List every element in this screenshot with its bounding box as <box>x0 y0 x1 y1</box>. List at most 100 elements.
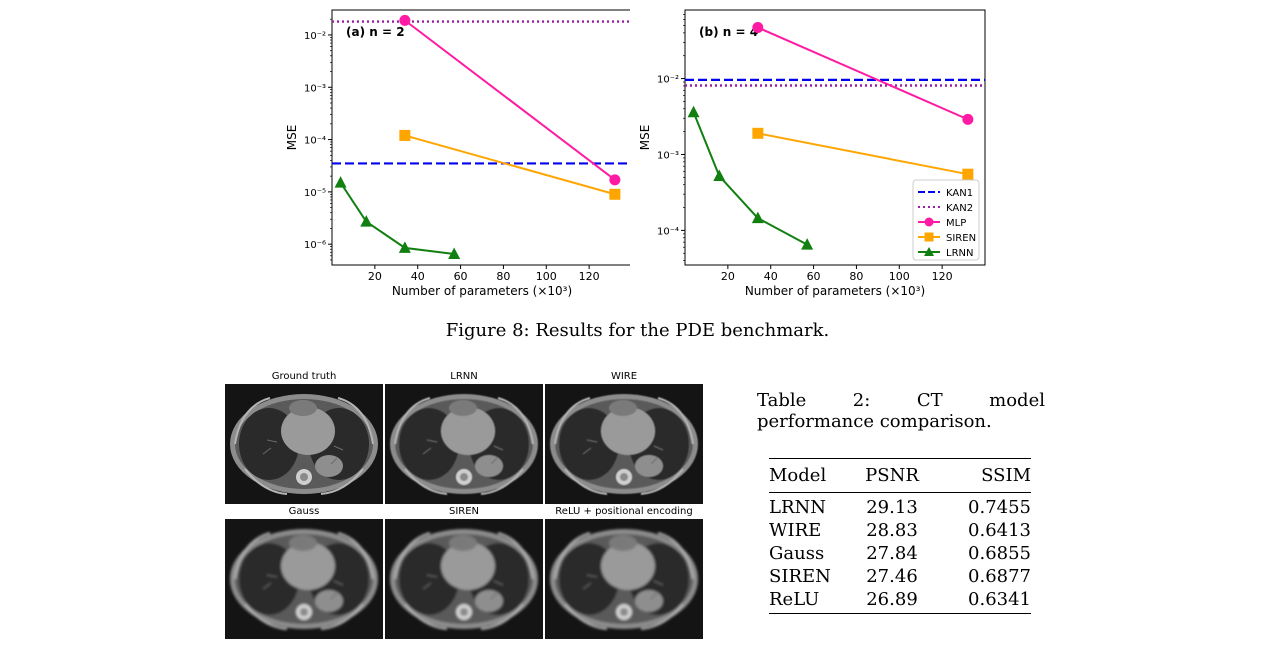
x-tick-label: 100 <box>889 270 910 283</box>
ct-panel-title: ReLU + positional encoding <box>555 506 693 517</box>
ct-scan-image <box>225 384 383 504</box>
x-tick-label: 60 <box>454 270 468 283</box>
data-point-lrnn <box>751 211 764 224</box>
y-tick-label: 10⁻² <box>304 31 326 42</box>
legend-label: MLP <box>946 218 966 229</box>
ct-scan-image <box>545 519 703 639</box>
panel-label: (a) n = 2 <box>346 25 405 39</box>
model-cell: SIREN <box>769 566 831 587</box>
x-tick-label: 120 <box>579 270 600 283</box>
ct-scan-image <box>545 384 703 504</box>
x-tick-label: 40 <box>411 270 425 283</box>
table-row: ReLU 26.89 0.6341 <box>769 588 1031 614</box>
y-tick-label: 10⁻³ <box>304 83 326 94</box>
results-table: Model PSNR SSIM LRNN 29.13 0.7455 WIRE 28.83… <box>769 458 1031 614</box>
data-point-siren <box>752 127 764 139</box>
series-line-mlp <box>404 19 616 181</box>
ct-panel-title: Gauss <box>288 506 320 517</box>
ct-panel-title: LRNN <box>450 371 478 382</box>
x-tick-label: 80 <box>849 270 863 283</box>
model-cell: WIRE <box>769 520 822 541</box>
plot-frame <box>331 9 630 266</box>
x-tick-label: 20 <box>721 270 735 283</box>
x-tick-label: 40 <box>764 270 778 283</box>
ct-scan-image <box>385 519 543 639</box>
psnr-cell: 28.83 <box>866 520 918 541</box>
ct-panel-title: WIRE <box>610 371 638 382</box>
x-tick-label: 80 <box>496 270 510 283</box>
series-line-lrnn <box>692 111 808 246</box>
x-axis-label: Number of parameters (×10³) <box>392 284 572 298</box>
ct-panel: Gauss <box>225 505 383 639</box>
ct-scan-image <box>385 384 543 504</box>
legend-marker <box>924 247 934 256</box>
ct-panel: ReLU + positional encoding <box>545 505 703 639</box>
y-axis-label: MSE <box>638 125 652 151</box>
ct-panel-title: SIREN <box>448 506 480 517</box>
ssim-cell: 0.7455 <box>968 497 1031 518</box>
panel-label: (b) n = 4 <box>699 25 758 39</box>
data-point-lrnn <box>334 176 347 188</box>
psnr-cell: 26.89 <box>847 588 937 614</box>
psnr-cell: 27.46 <box>866 566 918 587</box>
legend-label: KAN2 <box>946 203 973 214</box>
psnr-cell: 29.13 <box>866 497 918 518</box>
x-tick-label: 100 <box>536 270 557 283</box>
x-tick-label: 20 <box>368 270 382 283</box>
data-point-lrnn <box>398 241 411 253</box>
data-point-siren <box>399 129 411 141</box>
series-line-mlp <box>757 26 969 121</box>
table-header-row: Model PSNR SSIM <box>769 458 1031 493</box>
y-tick-label: 10⁻³ <box>657 150 679 161</box>
model-cell: ReLU <box>769 588 847 614</box>
y-axis-label: MSE <box>285 125 299 151</box>
ct-scan-image <box>225 519 383 639</box>
plot-frame <box>684 9 986 266</box>
model-cell: LRNN <box>769 497 827 518</box>
figure-caption: Figure 8: Results for the PDE benchmark. <box>445 320 830 341</box>
model-cell: Gauss <box>769 543 825 564</box>
data-point-lrnn <box>360 215 373 227</box>
series-line-siren <box>757 132 969 176</box>
ct-panel: WIRE <box>545 370 703 504</box>
ssim-cell: 0.6413 <box>968 520 1031 541</box>
ct-panel: Ground truth <box>225 370 383 504</box>
data-point-lrnn <box>687 105 700 118</box>
table-row: SIREN 27.46 0.6877 <box>769 565 1031 588</box>
pde-chart-n4: 20 40 60 80 100 120 10⁻⁴ 10⁻³ 10⁻² Number of para… <box>638 9 986 298</box>
y-tick-label: 10⁻⁶ <box>304 240 326 251</box>
legend-label: KAN1 <box>946 188 973 199</box>
ssim-cell: 0.6855 <box>968 543 1031 564</box>
ssim-cell: 0.6877 <box>968 566 1031 587</box>
data-point-mlp <box>399 14 411 26</box>
ct-panel: SIREN <box>385 505 543 639</box>
y-tick-label: 10⁻⁴ <box>304 136 326 147</box>
series-line-lrnn <box>339 182 455 255</box>
data-point-lrnn <box>448 247 461 259</box>
header-psnr: PSNR <box>847 458 937 493</box>
y-tick-label: 10⁻⁴ <box>657 226 679 237</box>
header-ssim: SSIM <box>937 458 1031 493</box>
header-model: Model <box>769 458 847 493</box>
table-caption: Table 2: CT model performance comparison… <box>757 390 1045 432</box>
table-row: LRNN 29.13 0.7455 <box>769 493 1031 520</box>
x-axis-label: Number of parameters (×10³) <box>745 284 925 298</box>
legend-marker <box>924 232 934 242</box>
table-row: Gauss 27.84 0.6855 <box>769 542 1031 565</box>
x-tick-label: 120 <box>932 270 953 283</box>
data-point-mlp <box>609 174 621 186</box>
table-row: WIRE 28.83 0.6413 <box>769 519 1031 542</box>
series-line-siren <box>404 134 616 196</box>
data-point-mlp <box>752 22 764 34</box>
x-tick-label: 60 <box>807 270 821 283</box>
y-tick-label: 10⁻² <box>657 75 679 86</box>
ct-panel-title: Ground truth <box>271 371 337 382</box>
data-point-mlp <box>962 113 974 125</box>
data-point-lrnn <box>713 169 726 182</box>
y-tick-label: 10⁻⁵ <box>304 188 326 199</box>
data-point-lrnn <box>801 238 814 250</box>
ct-panel: LRNN <box>385 370 543 504</box>
data-point-siren <box>609 188 621 200</box>
psnr-cell: 27.84 <box>866 543 918 564</box>
legend-label: SIREN <box>946 233 976 244</box>
